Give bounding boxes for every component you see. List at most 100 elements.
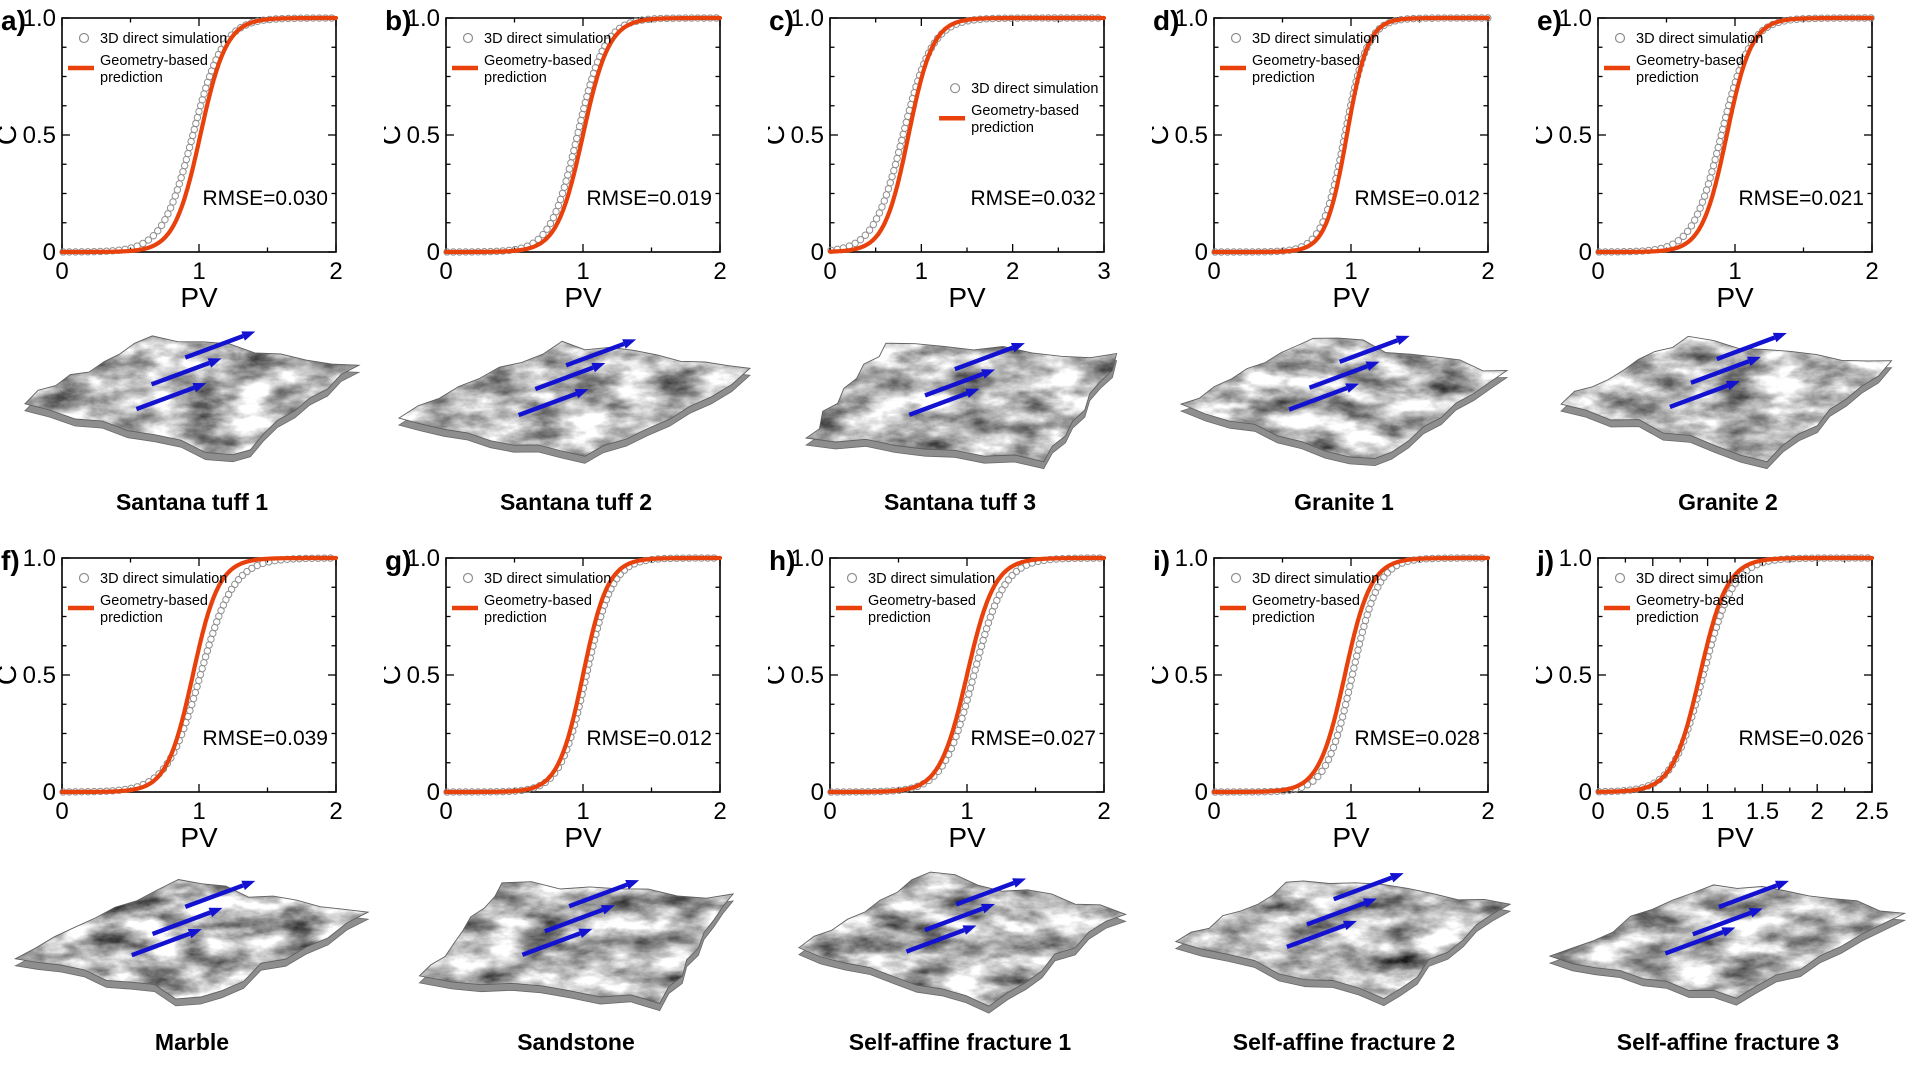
flow-arrow-icon (1669, 383, 1729, 410)
breakthrough-chart-d: d) 0 1 2 0 0.5 1.0 PV C 3D direct simulation Geome… (1152, 5, 1495, 312)
y-axis-label: C (1152, 665, 1174, 685)
flow-arrow-icon (150, 360, 211, 387)
specimen-caption: Self-affine fracture 2 (1232, 1029, 1456, 1055)
y-tick-label: 0.5 (1175, 122, 1208, 149)
y-tick-label: 0 (1579, 239, 1592, 266)
breakthrough-chart-b: b) 0 1 2 0 0.5 1.0 PV C 3D direct simulation Geome… (384, 5, 727, 312)
surface-top-face (15, 879, 369, 999)
flow-arrow-icon (544, 907, 604, 934)
legend-simulation-label: 3D direct simulation (484, 31, 611, 47)
panel-label: i) (1153, 545, 1170, 576)
simulation-markers (59, 554, 335, 796)
specimen-caption: Santana tuff 1 (115, 489, 269, 515)
y-axis-label: C (1152, 125, 1174, 145)
x-axis-label: PV (1332, 822, 1370, 852)
flow-arrow-icon (1690, 359, 1750, 385)
legend-simulation-label: 3D direct simulation (1636, 31, 1763, 47)
flow-arrow-head-icon (981, 369, 996, 379)
surface-top-face (398, 341, 750, 457)
specimen-caption: Sandstone (517, 1029, 635, 1055)
legend-prediction-label-2: prediction (868, 610, 931, 626)
y-axis-label: C (1536, 125, 1558, 145)
legend-simulation-label: 3D direct simulation (1636, 571, 1763, 587)
panel-label: d) (1153, 5, 1179, 36)
panel-label: c) (769, 5, 794, 36)
fracture-surface-image (1179, 335, 1509, 467)
flow-arrow-head-icon (192, 382, 207, 393)
y-axis-label: C (384, 125, 406, 145)
legend-marker-icon (1230, 572, 1242, 584)
x-axis-label: PV (948, 822, 986, 852)
x-tick-label: 1 (192, 798, 205, 825)
x-tick-label: 2 (1481, 798, 1494, 825)
flow-arrow-icon (521, 931, 581, 957)
legend-prediction-label-2: prediction (100, 610, 163, 626)
specimen-caption: Santana tuff 2 (499, 489, 653, 515)
legend-prediction-label-2: prediction (971, 120, 1034, 136)
panel-label: b) (385, 5, 411, 36)
fracture-surface-image (13, 879, 370, 1007)
flow-arrow-head-icon (1389, 873, 1404, 883)
x-tick-label: 2 (329, 798, 342, 825)
surface-top-face (1181, 338, 1507, 459)
x-axis-label: PV (1716, 282, 1754, 312)
breakthrough-chart-i: i) 0 1 2 0 0.5 1.0 PV C 3D direct simulation Geome… (1152, 545, 1495, 852)
flow-arrow-icon (131, 931, 191, 958)
panel-b: b) 0 1 2 0 0.5 1.0 PV C 3D direct simulation Geome… (384, 0, 768, 540)
panel-f: f) 0 1 2 0 0.5 1.0 PV C 3D direct simulation Geome… (0, 540, 384, 1080)
fracture-surface-image (418, 880, 735, 1012)
panel-a: a) 0 1 2 0 0.5 1.0 PV C 3D direct simulation Geome… (0, 0, 384, 540)
surface-top-face (24, 335, 359, 455)
surface-outline (397, 340, 752, 457)
specimen-caption: Santana tuff 3 (883, 489, 1037, 515)
legend-prediction-label-1: Geometry-based (868, 593, 976, 609)
flow-arrow-icon (565, 341, 625, 368)
legend-marker-icon (462, 572, 474, 584)
legend-marker-icon (1614, 32, 1626, 44)
x-tick-label: 0 (823, 798, 836, 825)
legend: 3D direct simulation Geometry-basedpredic… (939, 81, 1098, 136)
legend-prediction-label-1: Geometry-based (1636, 593, 1744, 609)
fracture-surface-image (1174, 873, 1512, 1007)
prediction-curve (827, 555, 1107, 795)
flow-arrow-head-icon (1395, 335, 1410, 346)
surface-outline (24, 335, 361, 456)
flow-arrow-head-icon (208, 907, 223, 918)
breakthrough-chart-j: j) 0 0.5 1 1.5 2 2.5 0 0.5 1.0 PV C 3D direct simula… (1536, 545, 1889, 852)
y-tick-label: 0 (1579, 779, 1592, 806)
y-tick-label: 0 (1195, 239, 1208, 266)
flow-arrow-head-icon (622, 339, 637, 349)
flow-arrow-icon (1692, 910, 1752, 937)
legend-simulation-label: 3D direct simulation (1252, 31, 1379, 47)
panel-c: c) 0 1 2 3 0 0.5 1.0 PV C 3D direct simulation Geom… (768, 0, 1152, 540)
y-tick-label: 0.5 (1559, 662, 1592, 689)
legend: 3D direct simulation Geometry-basedpredic… (1220, 571, 1379, 626)
y-axis-label: C (768, 665, 790, 685)
y-tick-label: 0 (427, 779, 440, 806)
simulation-markers (1211, 554, 1486, 796)
prediction-curve (443, 15, 723, 255)
x-tick-label: 0 (439, 258, 452, 285)
flow-arrow-icon (1718, 883, 1778, 909)
fracture-surface-image (1560, 332, 1893, 470)
legend-prediction-label-1: Geometry-based (100, 53, 208, 69)
flow-arrow-head-icon (1721, 927, 1736, 937)
legend-simulation-label: 3D direct simulation (100, 571, 227, 587)
legend-marker-icon (949, 83, 961, 94)
flow-arrow-head-icon (1010, 342, 1025, 353)
flow-arrows (131, 880, 256, 958)
x-tick-label: 1 (576, 798, 589, 825)
flow-arrow-icon (924, 906, 984, 933)
breakthrough-chart-g: g) 0 1 2 0 0.5 1.0 PV C 3D direct simulation Geome… (384, 545, 727, 852)
flow-arrows (908, 342, 1025, 417)
flow-arrow-icon (151, 910, 212, 936)
flow-arrow-head-icon (207, 358, 222, 368)
x-axis-label: PV (180, 282, 218, 312)
legend-prediction-label-1: Geometry-based (100, 593, 208, 609)
y-axis-label: C (768, 125, 790, 145)
fracture-surface-image (397, 339, 752, 464)
surface-outline (804, 342, 1118, 463)
breakthrough-chart-f: f) 0 1 2 0 0.5 1.0 PV C 3D direct simulation Geome… (0, 545, 343, 852)
y-axis-label: C (384, 665, 406, 685)
